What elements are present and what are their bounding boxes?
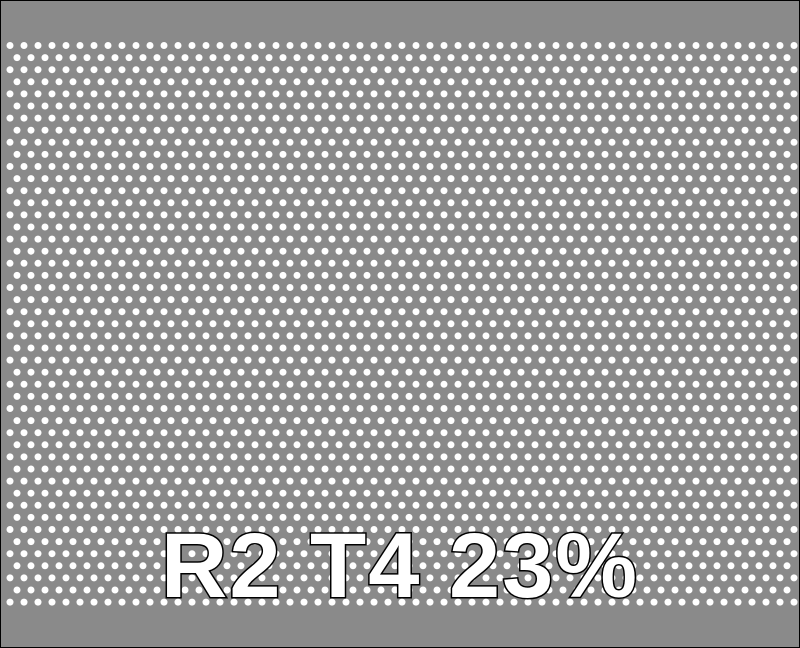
spec-label: R2 T4 23% bbox=[161, 514, 639, 619]
perforation-diagram: R2 T4 23% bbox=[0, 0, 800, 648]
